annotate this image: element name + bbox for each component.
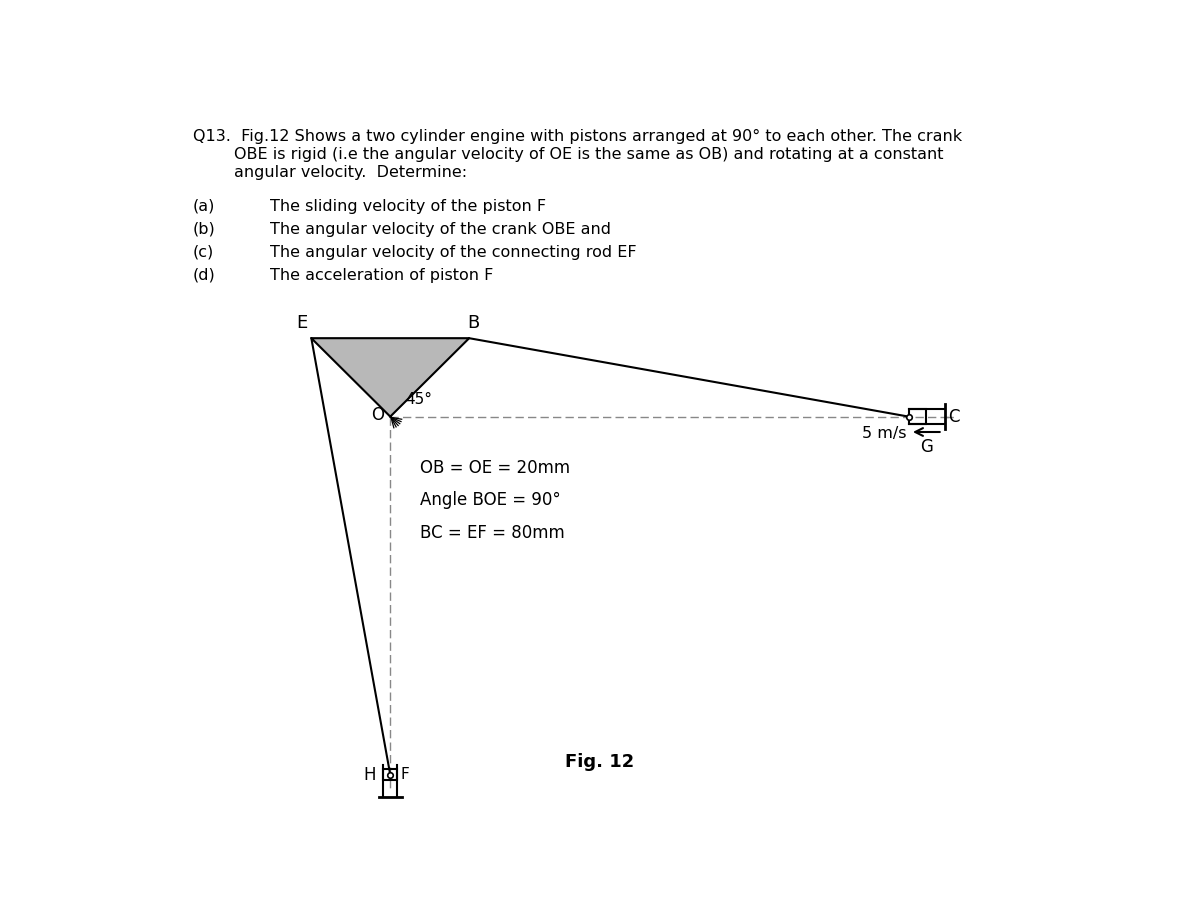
Polygon shape	[311, 338, 469, 416]
Text: The sliding velocity of the piston F: The sliding velocity of the piston F	[270, 199, 546, 214]
Text: Angle BOE = 90°: Angle BOE = 90°	[420, 491, 560, 510]
Text: The angular velocity of the crank OBE and: The angular velocity of the crank OBE an…	[270, 222, 611, 237]
Text: 5 m/s: 5 m/s	[862, 426, 906, 441]
Text: OBE is rigid (i.e the angular velocity of OE is the same as OB) and rotating at : OBE is rigid (i.e the angular velocity o…	[193, 148, 943, 162]
Bar	[908, 409, 925, 424]
Text: The angular velocity of the connecting rod EF: The angular velocity of the connecting r…	[270, 245, 637, 260]
Text: C: C	[948, 407, 960, 425]
Text: The acceleration of piston F: The acceleration of piston F	[270, 268, 493, 283]
Text: OB = OE = 20mm: OB = OE = 20mm	[420, 459, 570, 477]
Text: (c): (c)	[193, 245, 214, 260]
Text: G: G	[920, 438, 934, 456]
Text: BC = EF = 80mm: BC = EF = 80mm	[420, 524, 564, 541]
Text: E: E	[296, 314, 307, 332]
Text: (b): (b)	[193, 222, 215, 237]
Text: O: O	[371, 406, 384, 424]
Bar	[383, 769, 397, 780]
Text: (d): (d)	[193, 268, 215, 283]
Text: B: B	[467, 314, 479, 332]
Text: Fig. 12: Fig. 12	[565, 753, 634, 771]
Text: H: H	[364, 766, 376, 784]
Text: F: F	[401, 767, 409, 782]
Text: angular velocity.  Determine:: angular velocity. Determine:	[193, 165, 467, 180]
Text: 45°: 45°	[406, 393, 433, 407]
Text: (a): (a)	[193, 199, 215, 214]
Text: Q13.  Fig.12 Shows a two cylinder engine with pistons arranged at 90° to each ot: Q13. Fig.12 Shows a two cylinder engine …	[193, 129, 961, 145]
